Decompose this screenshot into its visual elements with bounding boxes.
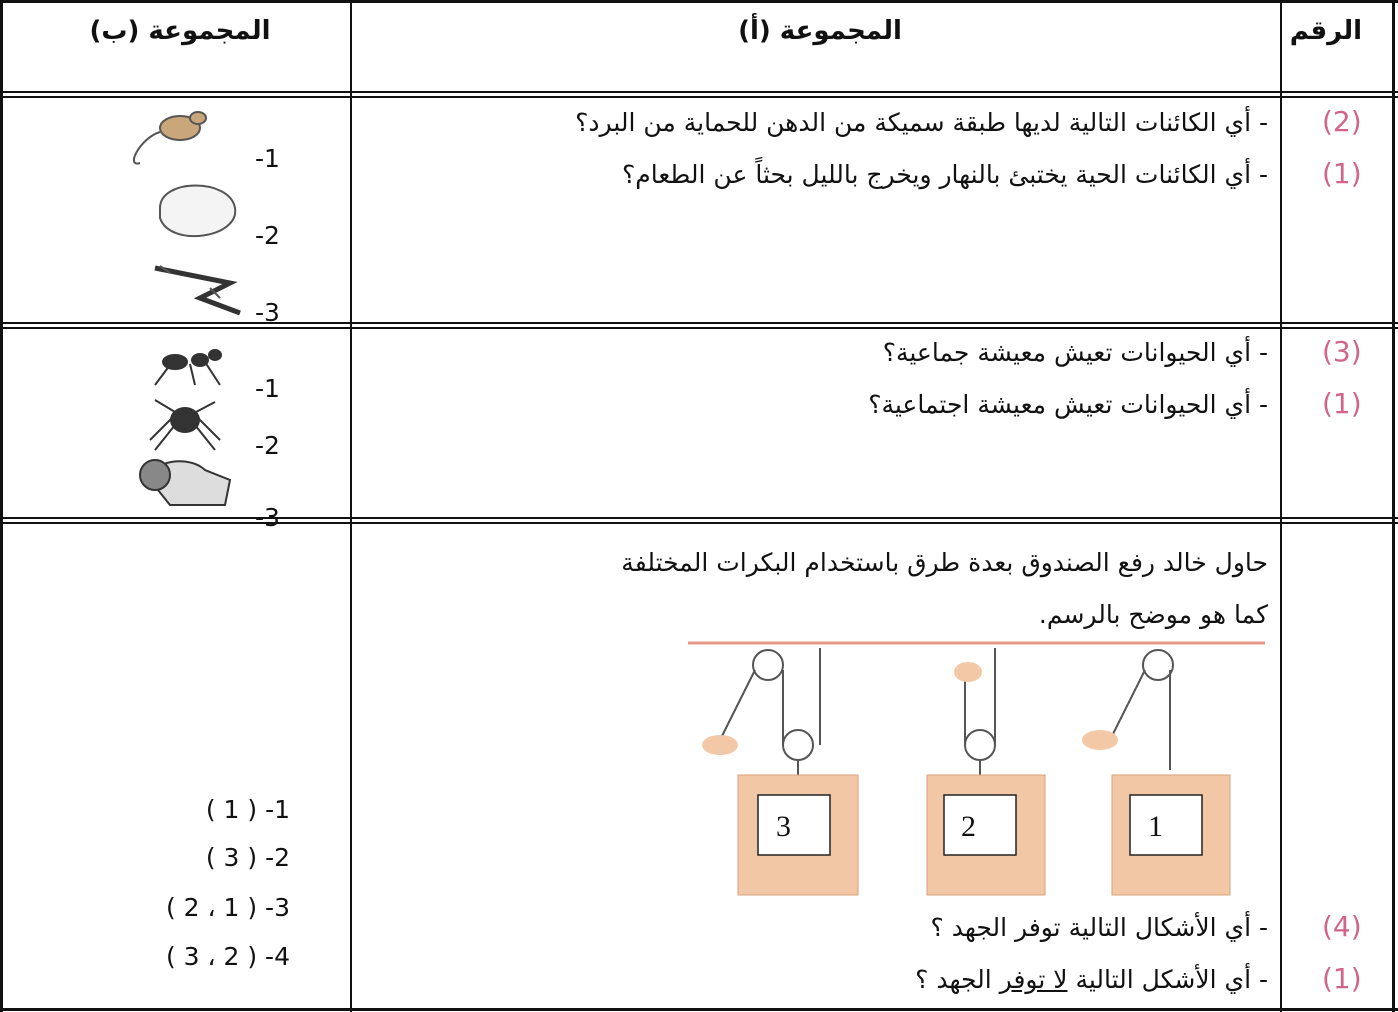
question-underlined: لا توفر <box>999 965 1068 994</box>
answer-number: (1) <box>1322 962 1362 995</box>
choice-label: -3 <box>255 298 280 327</box>
border <box>1392 0 1395 1012</box>
answer-number: (4) <box>1322 910 1362 943</box>
answer-number: (1) <box>1322 157 1362 190</box>
animal-pictures <box>139 349 232 506</box>
header-cell: الرقم <box>1289 16 1362 46</box>
question: - أي الكائنات الحية يختبئ بالنهار ويخرج … <box>621 160 1268 189</box>
question-part: الجهد ؟ <box>915 965 992 994</box>
row-line <box>0 522 1398 524</box>
pulley-diagram <box>688 641 1265 896</box>
box-label: 2 <box>961 810 976 843</box>
question-part: - أي الأشكل التالية <box>1075 965 1268 994</box>
row-line <box>0 327 1398 329</box>
row-line <box>0 91 1398 93</box>
header-cell: المجموعة (أ) <box>738 16 902 46</box>
answer-number: (1) <box>1322 387 1362 420</box>
question: - أي الحيوانات تعيش معيشة اجتماعية؟ <box>868 390 1268 419</box>
border <box>0 0 3 1012</box>
question: - أي الأشكال التالية توفر الجهد ؟ <box>930 913 1268 942</box>
option: ( 3 ، 2 ) -4 <box>165 942 290 971</box>
choice-label: -1 <box>255 144 280 173</box>
box-label: 3 <box>776 810 791 843</box>
choice-label: -2 <box>255 431 280 460</box>
header-cell: المجموعة (ب) <box>89 16 271 46</box>
border <box>0 1008 1398 1011</box>
choice-label: -3 <box>255 503 280 532</box>
row-line <box>0 96 1398 98</box>
box-label: 1 <box>1148 810 1163 843</box>
column-line <box>350 0 352 1012</box>
row-line <box>0 517 1398 519</box>
choice-label: -1 <box>255 374 280 403</box>
animal-pictures <box>133 111 241 316</box>
intro-text: حاول خالد رفع الصندوق بعدة طرق باستخدام … <box>621 548 1268 577</box>
answer-number: (2) <box>1322 105 1362 138</box>
row-line <box>0 322 1398 324</box>
question: - أي الكائنات التالية لديها طبقة سميكة م… <box>575 108 1268 137</box>
choice-label: -2 <box>255 221 280 250</box>
column-line <box>1280 0 1282 1012</box>
question: - أي الحيوانات تعيش معيشة جماعية؟ <box>882 338 1268 367</box>
intro-text: كما هو موضح بالرسم. <box>1038 600 1268 629</box>
option: ( 3 ) -2 <box>205 843 290 872</box>
border <box>0 0 1398 3</box>
option: ( 2 ، 1 ) -3 <box>165 893 290 922</box>
answer-number: (3) <box>1322 335 1362 368</box>
question: - أي الأشكل التالية لا توفر الجهد ؟ <box>915 967 1268 992</box>
option: ( 1 ) -1 <box>205 795 290 824</box>
